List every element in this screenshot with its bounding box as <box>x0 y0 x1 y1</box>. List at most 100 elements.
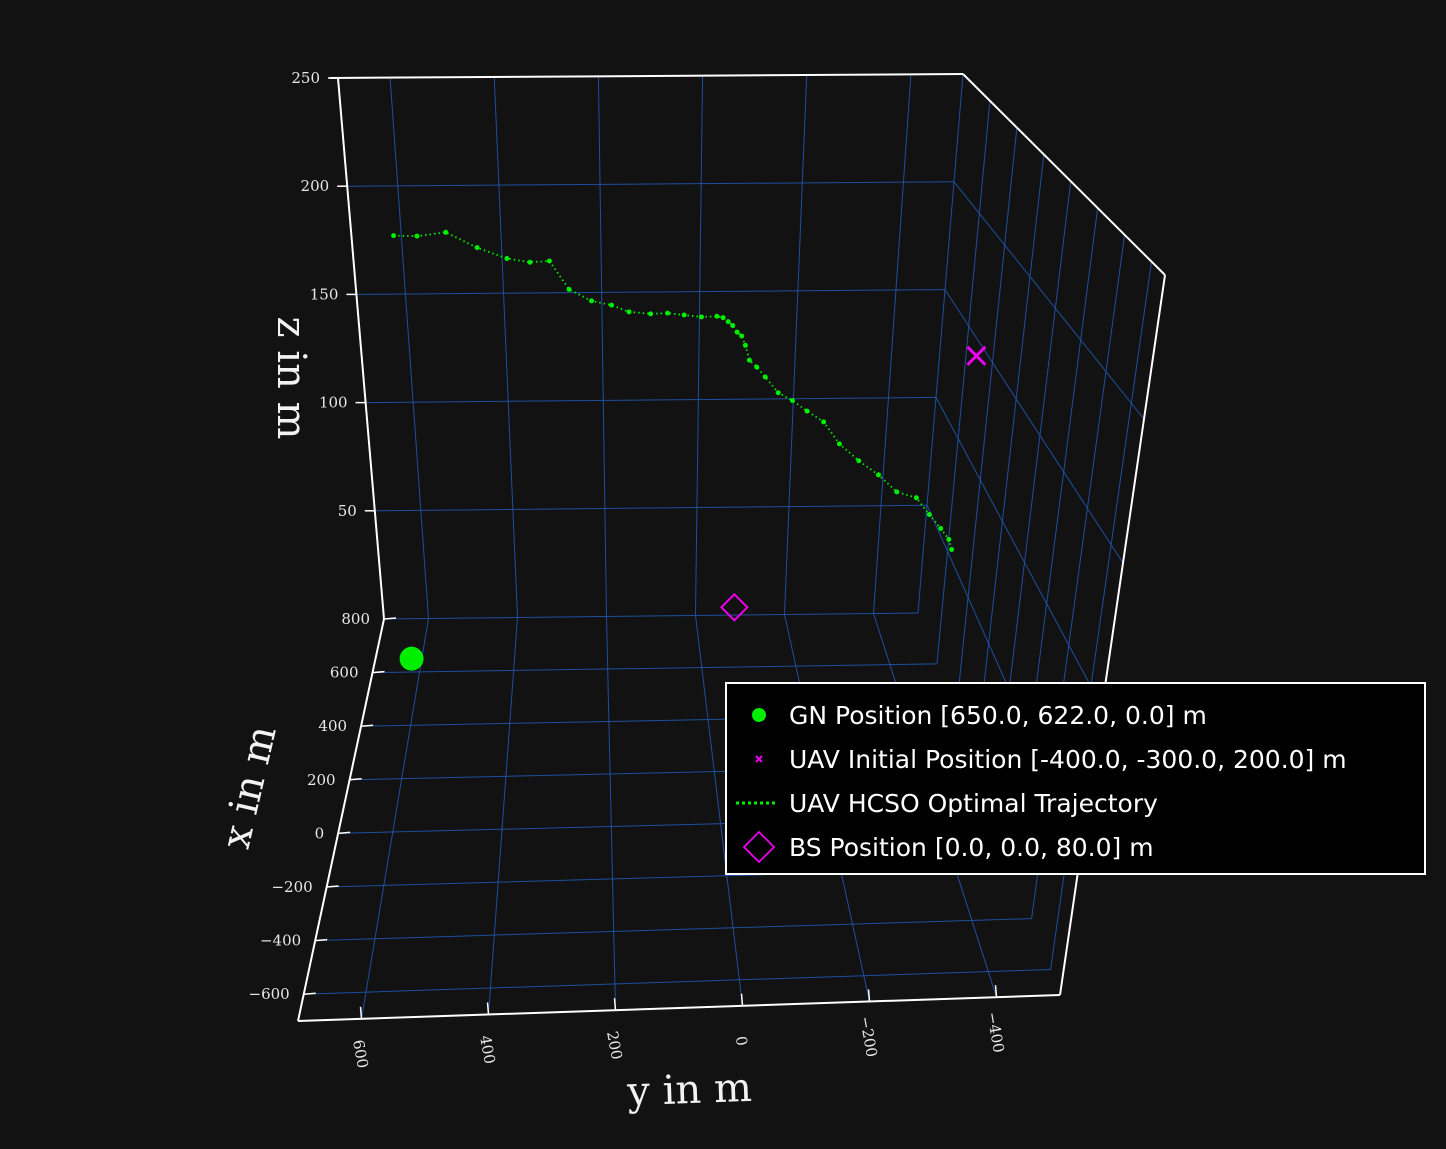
trajectory-point <box>938 525 944 531</box>
floor-grid-line-y <box>606 616 616 1011</box>
y-tick-mark <box>867 989 871 1002</box>
legend-gn-icon <box>752 708 766 722</box>
x-tick-mark <box>315 938 328 942</box>
trajectory-point <box>527 259 533 265</box>
z-axis-label: z in m <box>268 317 314 440</box>
trajectory-point <box>926 512 932 518</box>
trajectory-point <box>648 311 654 317</box>
backwall-grid-line <box>374 504 928 512</box>
backwall-grid-line <box>695 75 704 616</box>
trajectory-point <box>949 547 955 553</box>
y-tick-mark <box>613 998 617 1011</box>
backwall-grid-line <box>597 76 607 617</box>
x-tick-label: −600 <box>249 985 290 1003</box>
trajectory-point <box>720 315 726 321</box>
x-tick-mark <box>338 831 351 835</box>
y-axis-label: y in m <box>626 1065 753 1115</box>
z-tick-label: 50 <box>338 502 357 520</box>
y-tick-mark <box>486 1002 490 1015</box>
x-tick-mark <box>383 617 397 620</box>
trajectory-point <box>609 302 615 308</box>
trajectory-point <box>836 441 842 447</box>
trajectory-point <box>789 397 795 403</box>
x-tick-label: 0 <box>315 824 325 842</box>
legend-bs-icon <box>742 830 776 864</box>
y-tick-mark <box>994 985 998 998</box>
y-axis-line <box>297 994 1061 1022</box>
legend-entry-label: GN Position [650.0, 622.0, 0.0] m <box>789 701 1207 730</box>
floor-grid-line-x <box>383 612 919 620</box>
trajectory-point <box>804 408 810 414</box>
y-tick-label: 200 <box>603 1030 626 1061</box>
floor-grid-line-y <box>361 618 429 1019</box>
z-tick-label: 100 <box>319 394 348 412</box>
legend: GN Position [650.0, 622.0, 0.0] m UAV Ini… <box>725 682 1426 875</box>
floor-grid-line-y <box>695 615 743 1006</box>
legend-uav-icon <box>755 755 763 763</box>
backwall-grid-line <box>356 289 946 295</box>
legend-entry-label: UAV Initial Position [-400.0, -300.0, 20… <box>789 745 1347 774</box>
trajectory-point <box>474 245 480 251</box>
data-marks <box>391 229 987 671</box>
x-tick-label: 400 <box>318 717 347 735</box>
trajectory-point <box>725 319 731 325</box>
rightwall-grid-line <box>955 127 1018 715</box>
trajectory-point <box>626 309 632 315</box>
y-tick-mark <box>359 1006 363 1019</box>
z-tick-label: 200 <box>301 177 330 195</box>
trajectory-point <box>504 256 510 262</box>
trajectory-point <box>414 233 420 239</box>
trajectory-point <box>875 472 881 478</box>
y-tick-label: −400 <box>983 1010 1008 1054</box>
legend-box <box>725 682 1426 875</box>
right-front-edge <box>1059 274 1166 996</box>
x-tick-label: 600 <box>330 664 359 682</box>
trajectory-point <box>775 390 781 396</box>
trajectory-point <box>894 489 900 495</box>
rightwall-grid-line <box>944 289 1124 564</box>
x-tick-label: 200 <box>307 771 336 789</box>
trajectory-point <box>391 233 397 239</box>
rightwall-grid-line <box>935 397 1103 708</box>
floor-grid-line-y <box>488 617 518 1015</box>
trajectory-point <box>665 310 671 316</box>
axis-lines <box>297 73 1166 1022</box>
trajectory-point <box>546 258 552 264</box>
x-tick-mark <box>303 992 316 995</box>
rightwall-grid-line <box>936 100 991 664</box>
trajectory-point <box>443 229 449 235</box>
trajectory-point <box>746 357 752 363</box>
rightwall-grid-line <box>917 73 964 614</box>
trajectory-point <box>946 536 952 542</box>
floor-grid-line-x <box>303 969 1051 995</box>
x-tick-mark <box>361 724 374 727</box>
legend-entry-label: BS Position [0.0, 0.0, 80.0] m <box>789 833 1154 862</box>
x-tick-mark <box>326 885 339 888</box>
x-tick-mark <box>349 778 362 781</box>
rightwall-grid-line <box>953 181 1145 420</box>
backwall-grid-line <box>347 181 955 187</box>
trajectory-point <box>739 333 745 339</box>
trajectory-line <box>393 231 953 550</box>
x-tick-mark <box>372 670 385 674</box>
uav-initial-marker <box>966 345 987 366</box>
z-tick-label: 150 <box>310 285 339 303</box>
trajectory-point <box>734 329 740 335</box>
floor-grid-line-x <box>372 663 937 674</box>
trajectory-point <box>821 419 827 425</box>
rightwall-grid-line <box>974 154 1045 766</box>
grid-lines <box>303 73 1166 1019</box>
z-tick-label: 250 <box>291 69 320 87</box>
floor-grid-line-x <box>315 918 1032 942</box>
backwall-grid-line <box>493 76 518 618</box>
y-tick-label: −200 <box>856 1015 881 1059</box>
trajectory-point <box>913 495 919 501</box>
backwall-grid-line <box>389 77 429 619</box>
top-back-edge <box>329 73 964 79</box>
x-axis-line <box>297 618 385 1022</box>
y-tick-label: 600 <box>349 1038 372 1069</box>
trajectory-point <box>742 342 748 348</box>
tick-labels: 600 400 200 0 −200 −400 800 600 400 200 0 −200 −400 −… <box>249 69 1008 1070</box>
